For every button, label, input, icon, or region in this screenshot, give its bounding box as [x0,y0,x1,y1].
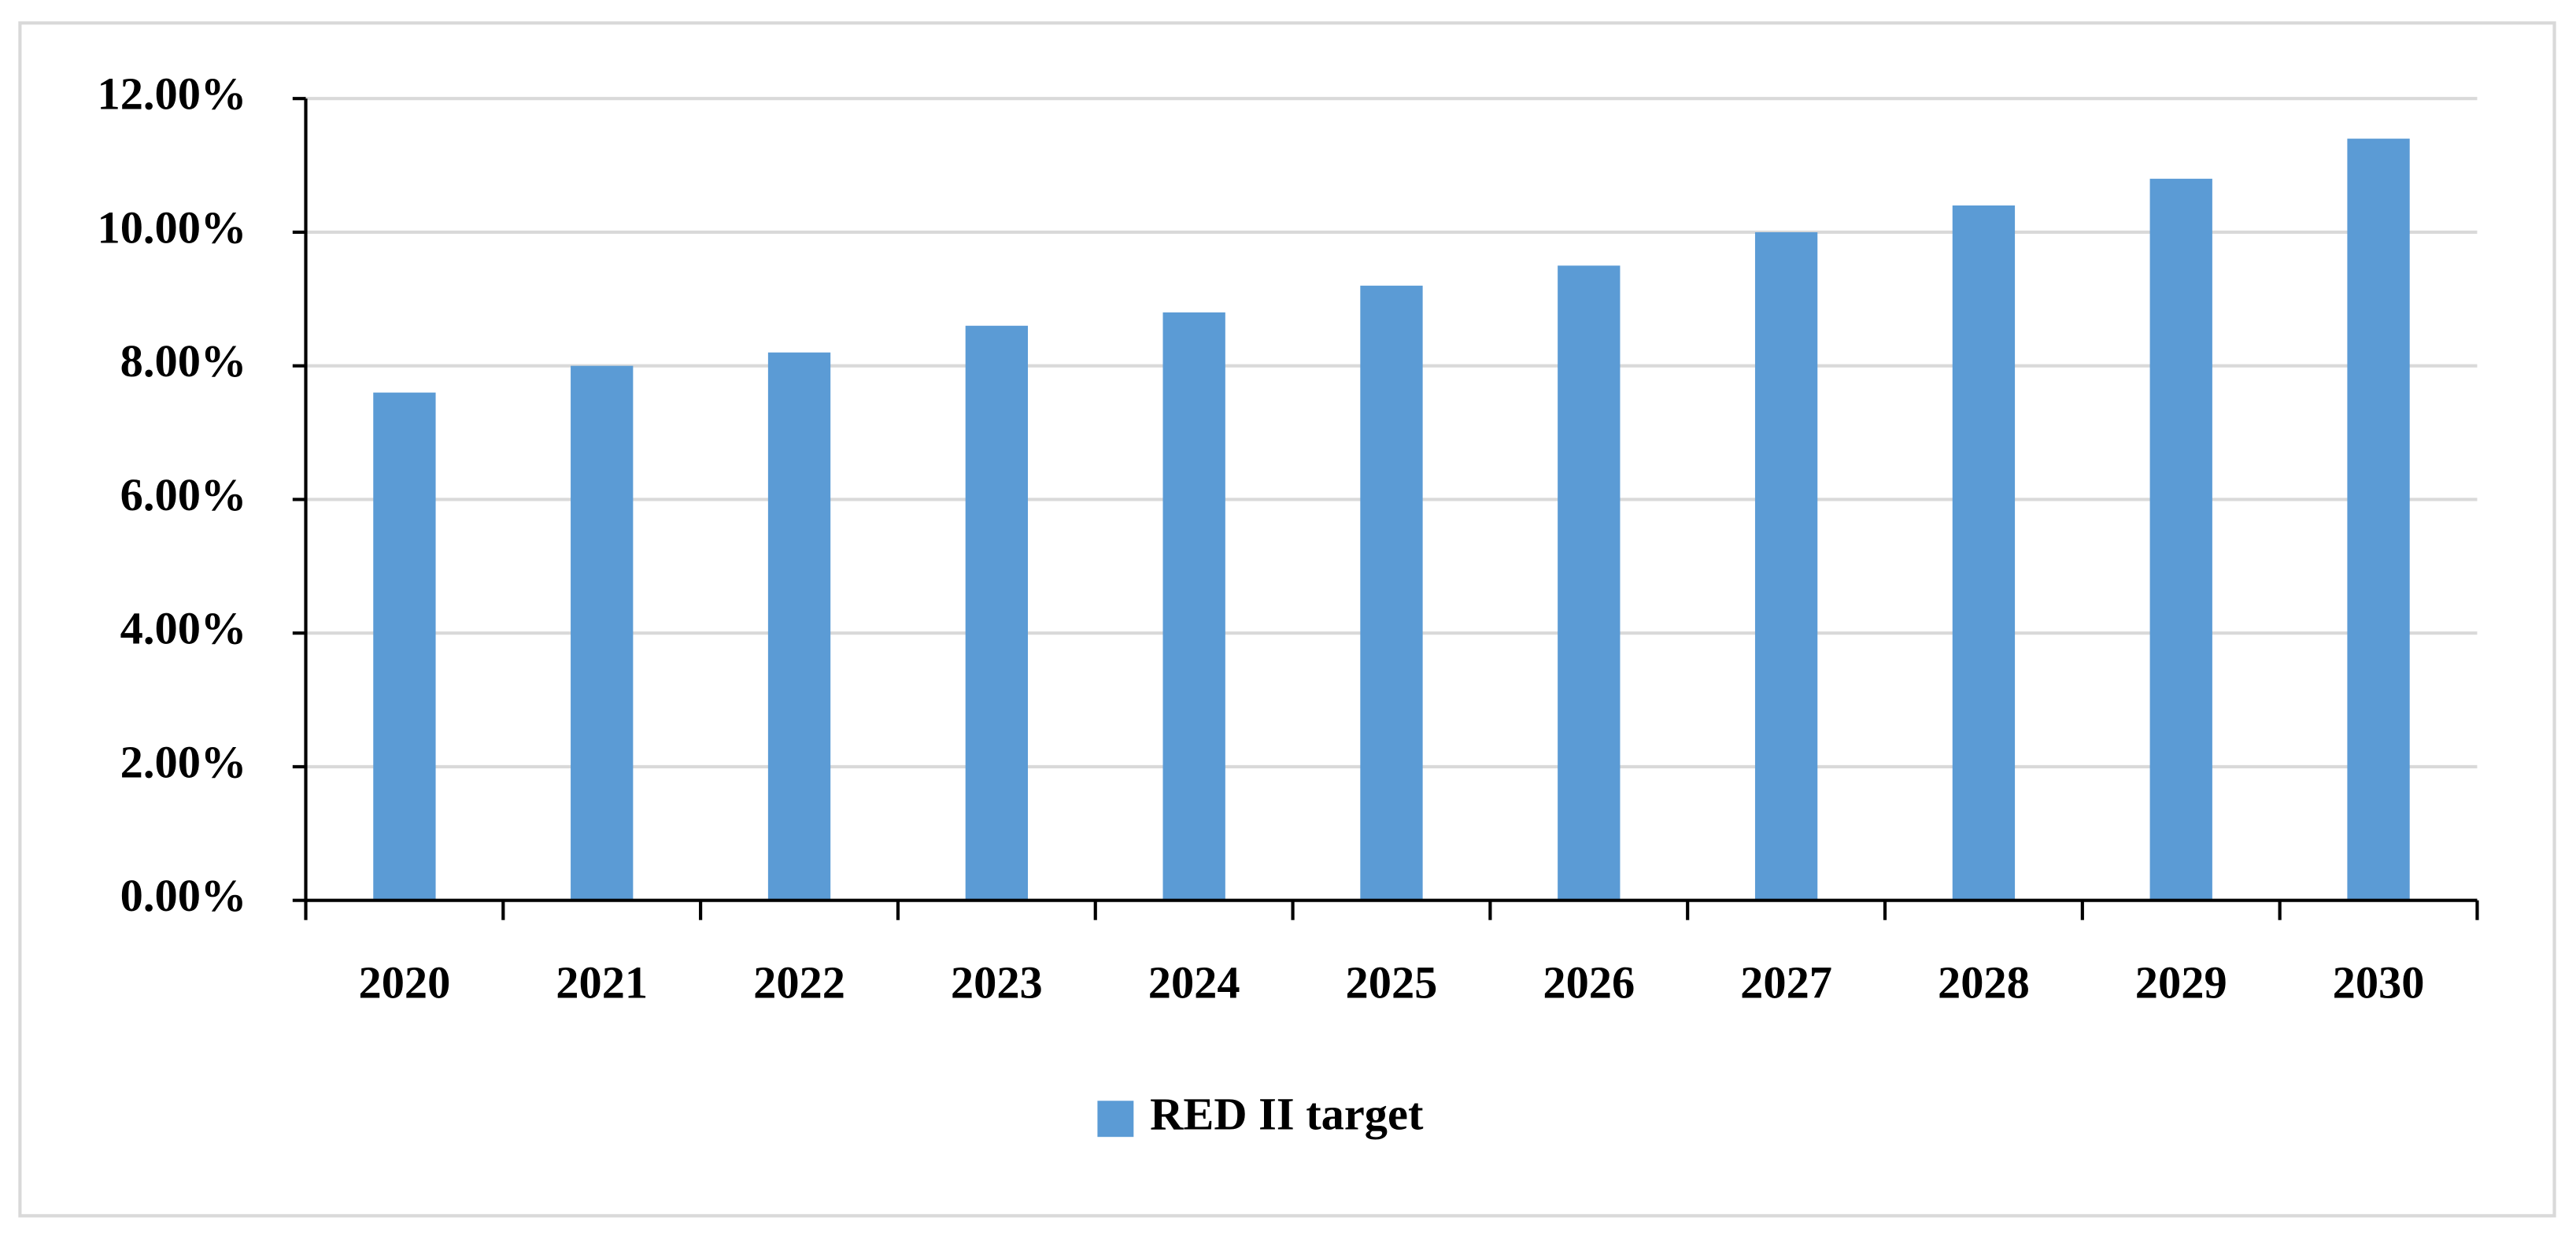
x-tick-label: 2027 [1740,957,1832,1008]
legend-swatch [1097,1101,1134,1138]
x-tick-label: 2022 [753,957,845,1008]
bar [571,365,634,901]
x-tick-label: 2026 [1543,957,1635,1008]
y-tick-label: 0.00% [120,870,247,921]
bar [767,352,831,901]
x-tick-label: 2020 [358,957,450,1008]
x-tick-label: 2029 [2135,957,2227,1008]
y-tick-label: 8.00% [120,335,247,387]
bar [2347,139,2410,901]
x-tick-label: 2030 [2333,957,2425,1008]
bar [373,392,436,901]
x-tick-label: 2021 [556,957,648,1008]
bar [1558,265,1621,901]
x-tick-label: 2028 [1938,957,2030,1008]
y-tick-label: 10.00% [97,202,246,253]
x-tick-label: 2025 [1346,957,1438,1008]
x-tick-label: 2024 [1148,957,1240,1008]
x-tick-label: 2023 [951,957,1043,1008]
legend-label: RED II target [1150,1089,1424,1140]
bar [1754,231,1818,901]
bar [1360,285,1423,901]
bar [965,325,1029,901]
bar [1952,205,2016,901]
bar [1162,312,1225,901]
chart-border [18,21,2556,1218]
bar [2149,179,2212,901]
y-tick-label: 6.00% [120,469,247,520]
y-tick-label: 12.00% [97,68,246,120]
y-tick-label: 4.00% [120,603,247,654]
y-tick-label: 2.00% [120,736,247,787]
